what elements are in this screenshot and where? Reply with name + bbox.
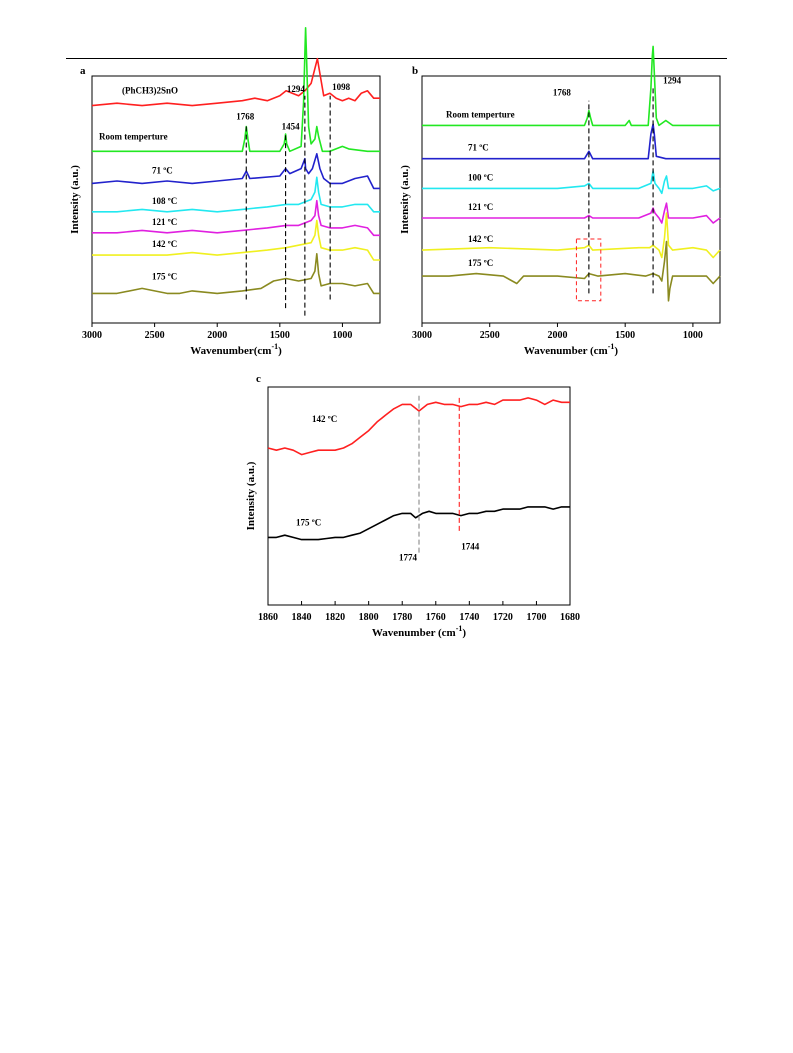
- series-line: [268, 506, 570, 541]
- peak-label: 1454: [282, 121, 301, 131]
- x-tick-label: 1780: [392, 612, 412, 623]
- panel-c-label: c: [256, 373, 261, 385]
- x-tick-label: 1740: [459, 612, 479, 623]
- panel-b-x-axis-label-main: Wavenumber (cm: [524, 345, 608, 357]
- x-tick-label: 1700: [526, 612, 546, 623]
- series-line: [422, 170, 721, 195]
- panel-c-y-axis-label: Intensity (a.u.): [245, 461, 257, 530]
- series-line: [422, 202, 721, 224]
- panel-a-plot-area: 3000 2500 2000 1500 1000 (PhCH3)2SnO Room temp…: [82, 26, 381, 341]
- panel-a-x-axis-label: Wavenumber(cm-1): [190, 342, 282, 357]
- series-line: [421, 212, 721, 259]
- x-tick-label: 2000: [207, 330, 227, 341]
- series-label: 175 ºC: [296, 517, 321, 527]
- series-line: [422, 45, 720, 127]
- peak-label: 1768: [236, 111, 255, 121]
- panel-c-x-axis-label-sup: -1: [456, 624, 463, 633]
- peak-label: 1768: [553, 88, 572, 98]
- ftir-panel-a: 3000 2500 2000 1500 1000 (PhCH3)2SnO Room temp…: [69, 26, 381, 357]
- series-line: [91, 153, 380, 190]
- series-label: 142 ºC: [468, 234, 493, 244]
- series-label: 142 ºC: [312, 414, 337, 424]
- series-line: [92, 219, 380, 261]
- peak-label: 1744: [461, 541, 480, 551]
- panel-a-x-axis-label-end: ): [278, 345, 282, 357]
- panel-a-x-axis-label-main: Wavenumber(cm: [190, 345, 271, 357]
- x-tick-label: 1820: [325, 612, 345, 623]
- panel-a-y-axis-label: Intensity (a.u.): [69, 165, 81, 234]
- series-line: [92, 199, 380, 237]
- x-tick-label: 3000: [82, 330, 102, 341]
- x-tick-label: 1500: [270, 330, 290, 341]
- peak-label: 1294: [287, 84, 306, 94]
- series-label: (PhCH3)2SnO: [122, 86, 178, 96]
- panel-b-plot-area: 3000 2500 2000 1500 1000 Room temperture 71 ºC…: [412, 45, 721, 341]
- series-label: Room temperture: [446, 109, 515, 119]
- series-label: 121 ºC: [468, 202, 493, 212]
- plot-frame: [91, 75, 381, 324]
- x-tick-label: 2500: [145, 330, 165, 341]
- panel-b-y-axis-label: Intensity (a.u.): [399, 165, 411, 234]
- x-tick-label: 1000: [683, 330, 703, 341]
- x-tick-label: 2500: [480, 330, 500, 341]
- ftir-panel-c: 1860 1840 1820 1800 1780 1760 1740 1720 1700 1680…: [245, 373, 580, 639]
- x-tick-label: 1680: [560, 612, 580, 623]
- panel-c-x-axis-label-main: Wavenumber (cm: [372, 627, 456, 639]
- page-header-rule: [66, 58, 727, 59]
- ftir-panel-b: 3000 2500 2000 1500 1000 Room temperture 71 ºC…: [399, 45, 721, 357]
- series-label: 121 ºC: [152, 217, 177, 227]
- series-label: 100 ºC: [468, 172, 493, 182]
- x-tick-label: 2000: [547, 330, 567, 341]
- panel-a-label: a: [80, 65, 86, 77]
- x-tick-label: 3000: [412, 330, 432, 341]
- x-tick-label: 1500: [615, 330, 635, 341]
- x-tick-label: 1860: [258, 612, 278, 623]
- x-tick-label: 1000: [332, 330, 352, 341]
- panel-c-x-axis-label: Wavenumber (cm-1): [372, 624, 467, 639]
- series-label: 108 ºC: [152, 196, 177, 206]
- panel-b-x-axis-label: Wavenumber (cm-1): [524, 342, 619, 357]
- series-line: [92, 253, 380, 295]
- plot-frame: [267, 386, 571, 606]
- series-line: [92, 176, 380, 213]
- series-label: 175 ºC: [468, 258, 493, 268]
- series-label: 142 ºC: [152, 239, 177, 249]
- series-label: 71 ºC: [152, 165, 173, 175]
- series-line: [91, 57, 380, 107]
- plot-frame: [421, 75, 721, 324]
- panel-c-x-axis-label-end: ): [462, 627, 466, 639]
- peak-label: 1098: [332, 82, 351, 92]
- series-line: [422, 123, 720, 160]
- x-tick-label: 1800: [359, 612, 379, 623]
- series-label: 175 ºC: [152, 271, 177, 281]
- panel-a-x-axis-label-sup: -1: [271, 342, 278, 351]
- panel-b-x-axis-label-sup: -1: [608, 342, 615, 351]
- peak-label: 1294: [663, 75, 682, 85]
- series-label: 71 ºC: [468, 143, 489, 153]
- x-tick-label: 1720: [493, 612, 513, 623]
- panel-b-x-axis-label-end: ): [614, 345, 618, 357]
- panel-b-label: b: [412, 65, 418, 77]
- series-label: Room temperture: [99, 131, 168, 141]
- x-tick-label: 1840: [292, 612, 312, 623]
- peak-label: 1774: [399, 552, 418, 562]
- x-tick-label: 1760: [426, 612, 446, 623]
- series-line: [267, 397, 570, 456]
- zoom-region-box: [575, 238, 602, 302]
- panel-c-plot-area: 1860 1840 1820 1800 1780 1760 1740 1720 1700 1680…: [258, 386, 580, 623]
